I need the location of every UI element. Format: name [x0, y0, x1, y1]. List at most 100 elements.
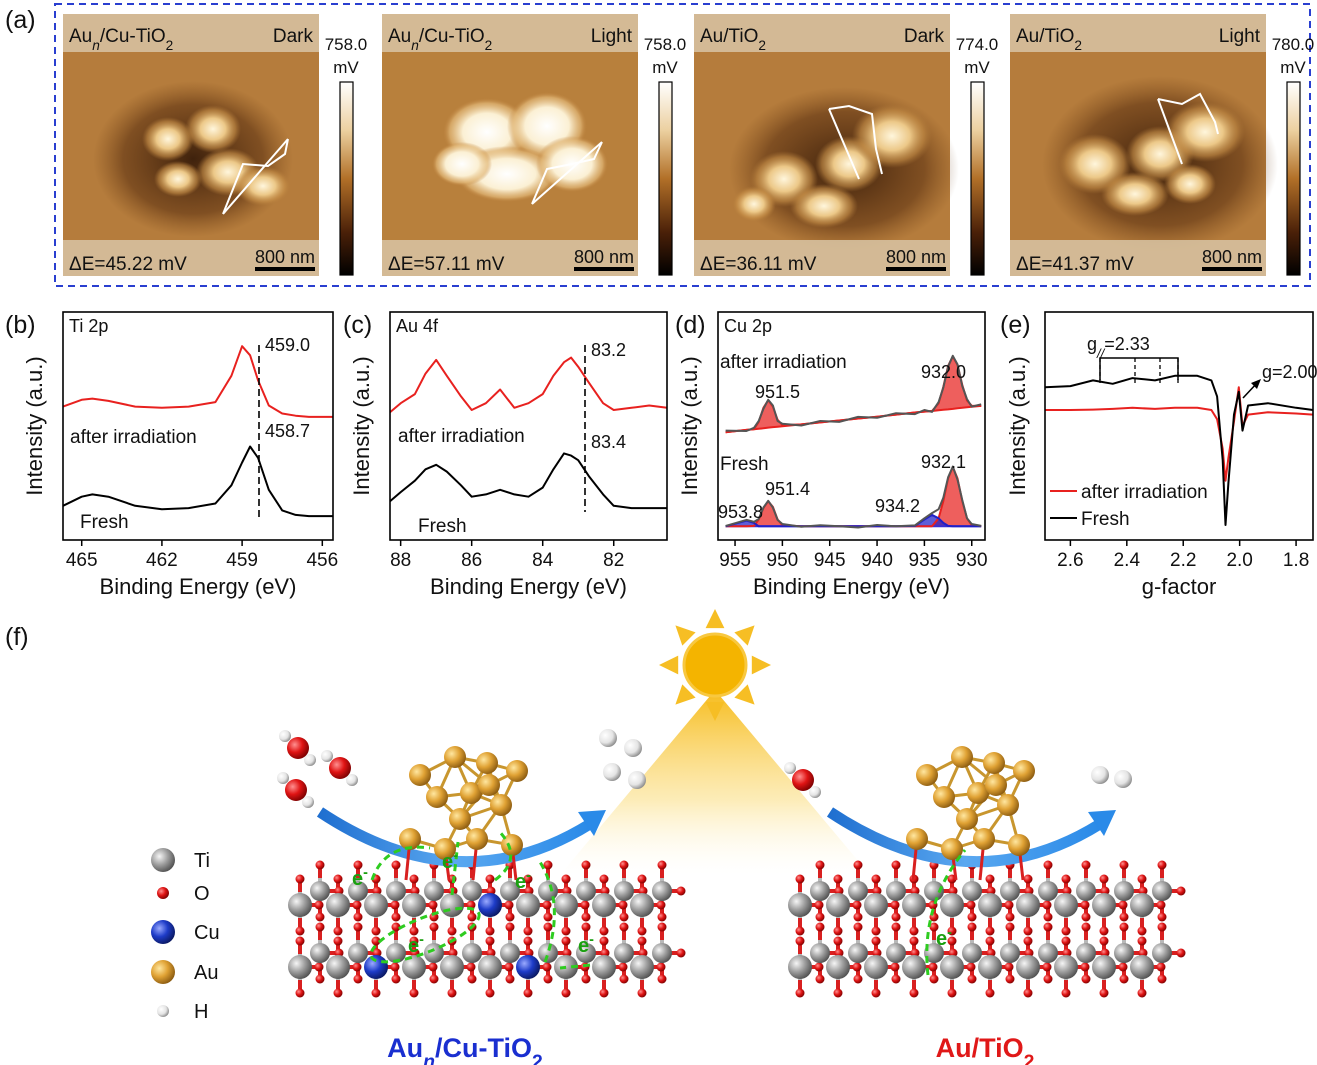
gold-atom [466, 828, 488, 850]
oxygen-atom [1120, 861, 1129, 870]
oxygen-atom [1082, 913, 1091, 922]
text-segment: e [936, 928, 947, 950]
spectrum-line [63, 447, 333, 517]
titanium-atom [1000, 943, 1020, 963]
gold-atom [506, 760, 528, 782]
oxygen-atom [410, 875, 419, 884]
oxygen-atom [354, 913, 363, 922]
titanium-atom [326, 955, 350, 979]
x-tick-label: 940 [861, 550, 893, 571]
oxygen-atom [353, 901, 362, 910]
text-segment: - [947, 925, 952, 941]
oxygen-atom [1044, 861, 1053, 870]
series-label: Fresh [720, 454, 769, 475]
oxygen-atom [296, 875, 305, 884]
text-segment: /Cu-TiO [419, 26, 485, 47]
titanium-atom [592, 893, 616, 917]
text-segment: Au/TiO [1016, 26, 1074, 47]
titanium-atom [1114, 943, 1134, 963]
gold-atom [956, 808, 978, 830]
oxygen-atom [796, 875, 805, 884]
x-tick-label: 82 [603, 550, 624, 571]
oxygen-atom [910, 937, 919, 946]
oxygen-atom [1082, 923, 1091, 932]
hydrogen-atom [279, 730, 291, 742]
oxygen-atom [1081, 901, 1090, 910]
oxygen-atom [1043, 963, 1052, 972]
oxygen-atom [929, 963, 938, 972]
oxygen-atom [872, 989, 881, 998]
oxygen-atom [1062, 875, 1071, 884]
oxygen-atom [544, 975, 553, 984]
titanium-atom [826, 893, 850, 917]
text-segment: Au [388, 26, 411, 47]
oxygen-atom [854, 861, 863, 870]
oxygen-atom [372, 927, 381, 936]
text-segment: /Cu-TiO [435, 1033, 532, 1063]
titanium-atom [978, 955, 1002, 979]
sun [684, 634, 746, 696]
delta-e: ΔE=41.37 mV [1016, 254, 1134, 275]
oxygen-atom [930, 975, 939, 984]
oxygen-atom [834, 989, 843, 998]
oxygen-atom [872, 927, 881, 936]
titanium-atom [864, 955, 888, 979]
oxygen-atom [657, 963, 666, 972]
titanium-atom [962, 881, 982, 901]
panel-label: (a) [5, 6, 36, 34]
hydrogen-atom [784, 762, 796, 774]
oxygen-atom [619, 963, 628, 972]
oxygen-atom [796, 989, 805, 998]
afm-particle [852, 104, 932, 168]
text-segment: 2 [1024, 1051, 1035, 1065]
oxygen-atom [505, 963, 514, 972]
colorbar [340, 82, 353, 275]
oxygen-atom [677, 949, 686, 958]
oxygen-atom [562, 937, 571, 946]
oxygen-atom [638, 989, 647, 998]
legend-label: Fresh [1081, 509, 1130, 530]
oxygen-atom [1177, 949, 1186, 958]
text-segment: e [352, 868, 363, 890]
titanium-atom [478, 955, 502, 979]
x-axis-label: Binding Energy (eV) [100, 574, 297, 599]
titanium-atom [810, 943, 830, 963]
oxygen-atom [315, 901, 324, 910]
x-tick-label: 955 [719, 550, 751, 571]
afm-particle [432, 142, 492, 186]
oxygen-atom [1119, 963, 1128, 972]
panel-title: Ti 2p [69, 316, 108, 336]
sun-ray [752, 656, 771, 675]
titanium-atom [310, 881, 330, 901]
hydrogen-atom [809, 786, 821, 798]
oxygen-atom [986, 875, 995, 884]
oxygen-atom [892, 913, 901, 922]
oxygen-atom [1024, 927, 1033, 936]
delta-e: ΔE=57.11 mV [388, 254, 505, 275]
oxygen-atom [620, 975, 629, 984]
oxygen-atom [620, 923, 629, 932]
legend-atom [151, 920, 175, 944]
afm-particle [732, 186, 776, 222]
oxygen-atom [638, 937, 647, 946]
peak-annotation: 932.1 [921, 452, 966, 472]
oxygen-atom [600, 927, 609, 936]
oxygen-atom [582, 923, 591, 932]
oxygen-atom [1043, 901, 1052, 910]
afm-image: Aun/Cu-TiO2DarkΔE=45.22 mV800 nm [63, 14, 319, 276]
oxygen-atom [853, 963, 862, 972]
titanium-atom [1152, 881, 1172, 901]
oxygen-atom [1177, 887, 1186, 896]
gold-atom [933, 786, 955, 808]
oxygen-atom [562, 875, 571, 884]
oxygen-atom [296, 937, 305, 946]
copper-atom [478, 893, 502, 917]
oxygen-atom [430, 923, 439, 932]
afm-condition: Light [591, 26, 633, 47]
oxygen-atom [1082, 975, 1091, 984]
gold-atom [1008, 834, 1030, 856]
afm-image: Au/TiO2DarkΔE=36.11 mV800 nm [694, 14, 959, 276]
titanium-atom [1016, 955, 1040, 979]
oxygen-atom [296, 989, 305, 998]
oxygen-atom [316, 913, 325, 922]
